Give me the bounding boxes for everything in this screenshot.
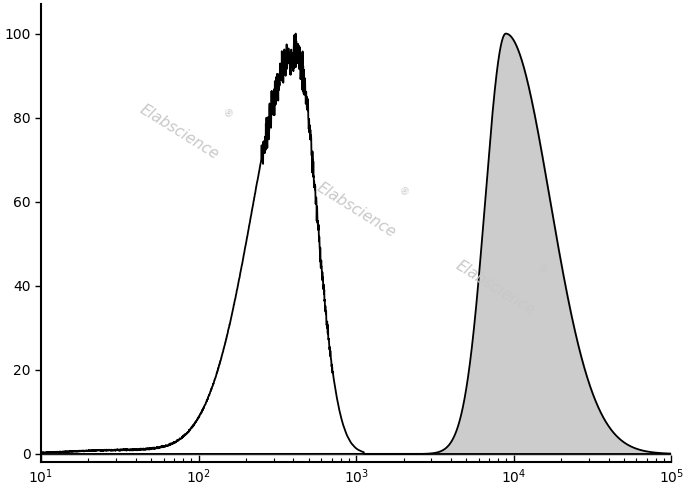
Text: Elabscience: Elabscience [138,102,222,163]
Text: Elabscience: Elabscience [453,258,537,318]
Text: ®: ® [220,107,234,121]
Text: Elabscience: Elabscience [314,180,398,241]
Text: ®: ® [396,185,410,199]
Text: ®: ® [535,263,549,277]
